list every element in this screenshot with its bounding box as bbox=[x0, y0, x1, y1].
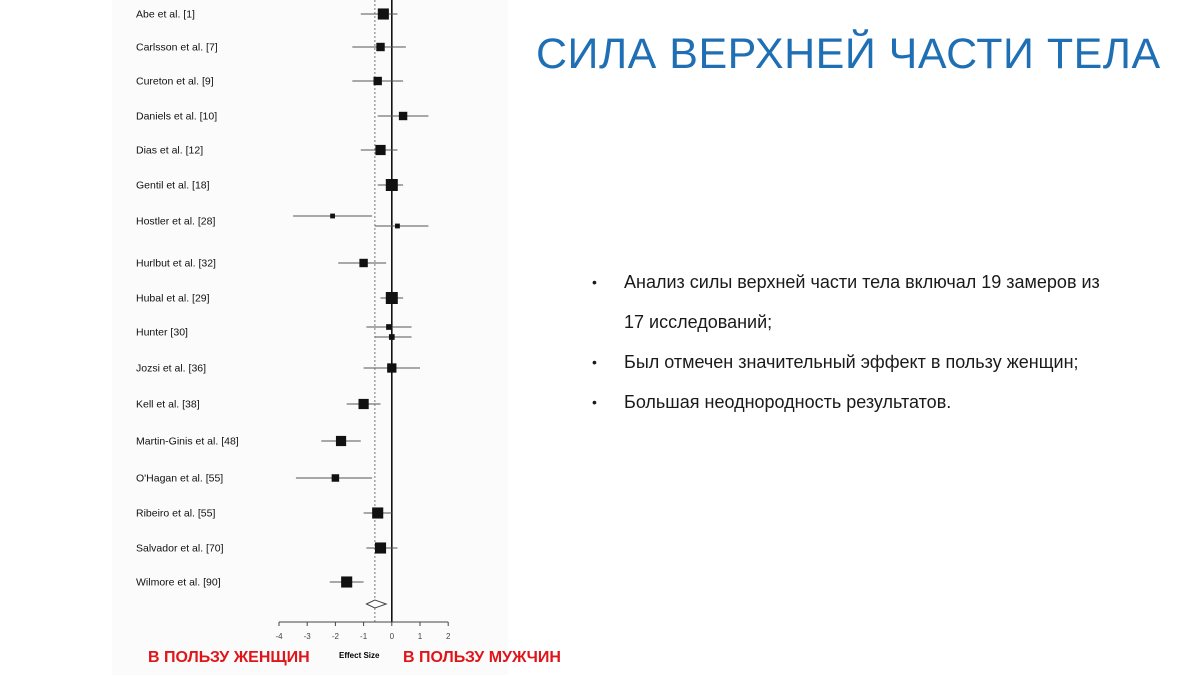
study-label: Hurlbut et al. [32] bbox=[136, 258, 216, 270]
bullet-item: • Был отмечен значительный эффект в поль… bbox=[592, 342, 1112, 382]
study-label: Gentil et al. [18] bbox=[136, 180, 210, 192]
x-tick-label: 1 bbox=[418, 632, 423, 641]
study-label: Kell et al. [38] bbox=[136, 399, 200, 411]
study-label: Dias et al. [12] bbox=[136, 145, 203, 157]
effect-marker bbox=[377, 8, 389, 20]
study-label: Hostler et al. [28] bbox=[136, 216, 215, 228]
study-label: Hunter [30] bbox=[136, 327, 188, 339]
x-tick-label: 2 bbox=[446, 632, 451, 641]
effect-marker bbox=[398, 111, 408, 121]
study-label: Jozsi et al. [36] bbox=[136, 363, 206, 375]
study-label: Daniels et al. [10] bbox=[136, 111, 217, 123]
slide-title: СИЛА ВЕРХНЕЙ ЧАСТИ ТЕЛА bbox=[536, 30, 1161, 78]
effect-marker bbox=[331, 474, 340, 482]
bullet-marker: • bbox=[592, 274, 597, 290]
study-label: Salvador et al. [70] bbox=[136, 543, 224, 555]
forest-plot: Abe et al. [1] Carlsson et al. [7] Cureton… bbox=[136, 0, 451, 641]
effect-marker bbox=[375, 144, 386, 156]
bullet-marker: • bbox=[592, 394, 597, 410]
bullet-marker: • bbox=[592, 354, 597, 370]
bullet-item: • Большая неоднородность результатов. bbox=[592, 382, 1112, 422]
study-label: Wilmore et al. [90] bbox=[136, 577, 221, 589]
effect-marker bbox=[373, 76, 382, 86]
x-tick-label: -4 bbox=[275, 632, 283, 641]
effect-marker bbox=[388, 334, 395, 340]
effect-marker bbox=[395, 223, 400, 229]
effect-marker bbox=[330, 213, 335, 219]
study-label: Martin-Ginis et al. [48] bbox=[136, 436, 239, 448]
study-label: Ribeiro et al. [55] bbox=[136, 508, 215, 520]
bullet-list: • Анализ силы верхней части тела включал… bbox=[592, 262, 1112, 422]
effect-marker bbox=[385, 292, 398, 304]
x-tick-label: -3 bbox=[304, 632, 312, 641]
forest-plot-panel: Abe et al. [1] Carlsson et al. [7] Cureton… bbox=[112, 0, 508, 675]
effect-marker bbox=[385, 179, 398, 191]
x-tick-label: 0 bbox=[390, 632, 395, 641]
effect-marker bbox=[372, 507, 384, 519]
bullet-item: • Анализ силы верхней части тела включал… bbox=[592, 262, 1112, 342]
effect-marker bbox=[374, 542, 387, 554]
effect-marker bbox=[341, 576, 353, 588]
bullet-text: Был отмечен значительный эффект в пользу… bbox=[624, 352, 1079, 372]
effect-marker bbox=[387, 363, 397, 373]
study-label: Hubal et al. [29] bbox=[136, 293, 210, 305]
effect-marker bbox=[359, 258, 368, 268]
effect-marker bbox=[335, 435, 347, 447]
pooled-diamond bbox=[365, 599, 388, 609]
favors-women-label: В ПОЛЬЗУ ЖЕНЩИН bbox=[148, 649, 310, 666]
x-tick-label: -2 bbox=[332, 632, 340, 641]
bullet-text: Большая неоднородность результатов. bbox=[624, 392, 952, 412]
study-label: Abe et al. [1] bbox=[136, 9, 195, 21]
study-label: O'Hagan et al. [55] bbox=[136, 473, 223, 485]
study-label: Cureton et al. [9] bbox=[136, 76, 214, 88]
study-label: Carlsson et al. [7] bbox=[136, 42, 218, 54]
favors-men-label: В ПОЛЬЗУ МУЖЧИН bbox=[403, 649, 561, 666]
effect-marker bbox=[358, 398, 369, 410]
effect-marker bbox=[376, 42, 385, 52]
x-axis-label: Effect Size bbox=[339, 651, 380, 660]
bullet-text: Анализ силы верхней части тела включал 1… bbox=[624, 272, 1100, 332]
x-tick-label: -1 bbox=[360, 632, 368, 641]
effect-marker bbox=[386, 324, 392, 330]
